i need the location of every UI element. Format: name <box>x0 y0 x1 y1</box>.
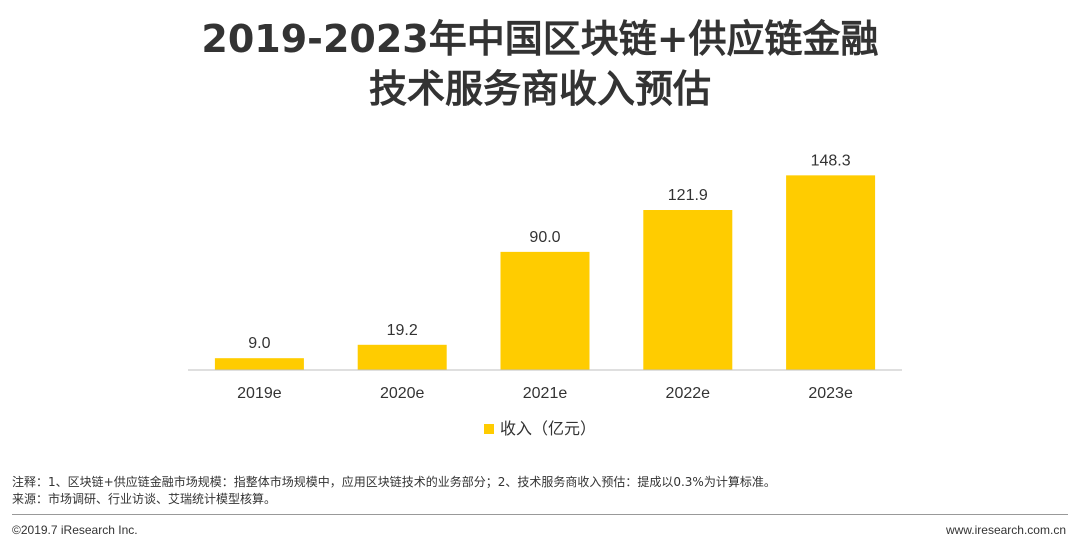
data-label-2020e: 19.2 <box>387 322 418 339</box>
bar-2020e <box>357 344 447 370</box>
footer-divider <box>12 514 1068 515</box>
data-label-2023e: 148.3 <box>811 152 851 169</box>
bar-chart: 9.0 2019e 19.2 2020e 90.0 2021e 121.9 2022e 148.… <box>188 152 902 438</box>
x-tick-label-2019e: 2019e <box>237 385 282 402</box>
legend-label: 收入（亿元） <box>500 419 596 438</box>
website-url: www.iresearch.com.cn <box>945 523 1066 537</box>
x-tick-label-2023e: 2023e <box>808 385 853 402</box>
bar-2019e <box>214 358 304 370</box>
data-label-2021e: 90.0 <box>529 229 560 246</box>
note-line: 注释：1、区块链+供应链金融市场规模：指整体市场规模中，应用区块链技术的业务部分… <box>12 475 776 489</box>
notes: 注释：1、区块链+供应链金融市场规模：指整体市场规模中，应用区块链技术的业务部分… <box>12 474 1072 508</box>
data-label-2022e: 121.9 <box>668 187 708 204</box>
x-tick-label-2020e: 2020e <box>380 385 425 402</box>
legend-swatch <box>484 424 494 434</box>
bar-2021e <box>500 251 590 370</box>
chart-title: 2019-2023年中国区块链+供应链金融 技术服务商收入预估 <box>0 14 1080 114</box>
x-tick-label-2022e: 2022e <box>666 385 711 402</box>
copyright: ©2019.7 iResearch Inc. <box>12 523 138 537</box>
data-label-2019e: 9.0 <box>248 335 270 352</box>
bar-2022e <box>643 210 733 370</box>
chart-title-line-2: 技术服务商收入预估 <box>368 67 711 111</box>
bar-2023e <box>786 175 876 370</box>
chart-title-line-1: 2019-2023年中国区块链+供应链金融 <box>201 17 879 61</box>
x-tick-label-2021e: 2021e <box>523 385 568 402</box>
source-line: 来源：市场调研、行业访谈、艾瑞统计模型核算。 <box>12 492 277 506</box>
